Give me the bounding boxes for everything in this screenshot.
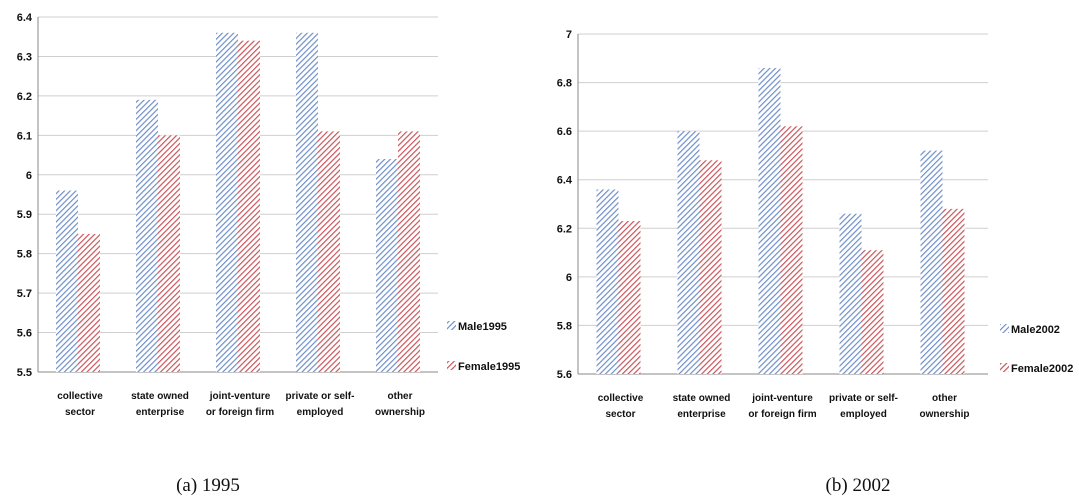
x-tick-label: private or self-	[286, 391, 355, 402]
bar-female	[942, 208, 965, 374]
bar-male	[56, 190, 78, 372]
x-tick-label: ownership	[919, 409, 969, 420]
y-tick-label: 5.8	[17, 249, 32, 261]
y-tick-label: 6.4	[557, 175, 573, 187]
x-tick-label: joint-venture	[751, 393, 813, 404]
x-tick-label: collective	[57, 391, 103, 402]
x-tick-label: state owned	[673, 393, 731, 404]
x-tick-label: or foreign firm	[748, 409, 816, 420]
x-tick-label: state owned	[131, 391, 189, 402]
x-tick-label: enterprise	[136, 407, 185, 418]
legend-label-male: Male1995	[458, 321, 507, 333]
bar-female	[618, 221, 641, 374]
bar-male	[296, 32, 318, 373]
bar-female	[158, 135, 180, 372]
y-tick-label: 6.3	[17, 51, 32, 63]
x-tick-label: employed	[840, 409, 887, 420]
x-tick-label: sector	[605, 409, 635, 420]
x-tick-label: other	[932, 393, 957, 404]
x-tick-label: joint-venture	[209, 391, 271, 402]
y-tick-label: 6.4	[17, 12, 33, 24]
caption-1995: (a) 1995	[176, 475, 240, 496]
bar-male	[376, 159, 398, 372]
x-tick-label: collective	[598, 393, 644, 404]
legend-label-female: Female2002	[1011, 363, 1073, 375]
x-tick-label: sector	[65, 407, 95, 418]
chart-1995: 5.5 5.6 5.7 5.8 5.9 6 6.1 6.2 6.3 6.4 collective se…	[17, 12, 521, 418]
y-tick-label: 6.6	[557, 126, 572, 138]
y-tick-label: 6.2	[557, 223, 572, 235]
bar-female	[861, 250, 884, 374]
x-tick-label: or foreign firm	[206, 407, 274, 418]
x-tick-label: other	[388, 391, 413, 402]
legend-swatch-female	[447, 361, 456, 370]
chart-2002: 5.6 5.8 6 6.2 6.4 6.6 6.8 7 collective sector stat…	[557, 29, 1074, 420]
bar-male	[839, 213, 862, 374]
bar-female	[699, 160, 722, 374]
caption-2002: (b) 2002	[826, 475, 891, 496]
legend-label-female: Female1995	[458, 361, 520, 373]
legend-swatch-male	[447, 321, 456, 330]
x-tick-label: private or self-	[829, 393, 898, 404]
legend-label-male: Male2002	[1011, 324, 1060, 336]
legend-swatch-male	[1000, 324, 1009, 333]
bar-female	[238, 40, 260, 373]
bar-male	[758, 68, 781, 374]
x-tick-label: employed	[297, 407, 344, 418]
y-tick-label: 5.7	[17, 288, 32, 300]
y-tick-label: 6	[566, 272, 572, 284]
y-tick-label: 6.2	[17, 91, 32, 103]
y-tick-label: 5.6	[557, 369, 572, 381]
x-tick-label: ownership	[375, 407, 425, 418]
y-tick-label: 7	[566, 29, 572, 41]
bar-female	[78, 233, 100, 372]
bar-male	[136, 99, 158, 372]
y-tick-label: 5.8	[557, 320, 572, 332]
y-tick-label: 6.1	[17, 130, 32, 142]
x-tick-label: enterprise	[677, 409, 726, 420]
y-tick-label: 6	[26, 170, 32, 182]
y-tick-label: 5.9	[17, 209, 32, 221]
bar-female	[398, 131, 420, 372]
y-tick-label: 5.6	[17, 328, 32, 340]
bar-male	[920, 150, 943, 374]
legend-swatch-female	[1000, 363, 1009, 372]
bar-male	[596, 189, 619, 374]
bar-male	[677, 131, 700, 374]
bar-female	[318, 131, 340, 372]
y-tick-label: 6.8	[557, 78, 572, 90]
y-tick-label: 5.5	[17, 367, 32, 379]
bar-female	[780, 126, 803, 375]
bar-male	[216, 32, 238, 373]
